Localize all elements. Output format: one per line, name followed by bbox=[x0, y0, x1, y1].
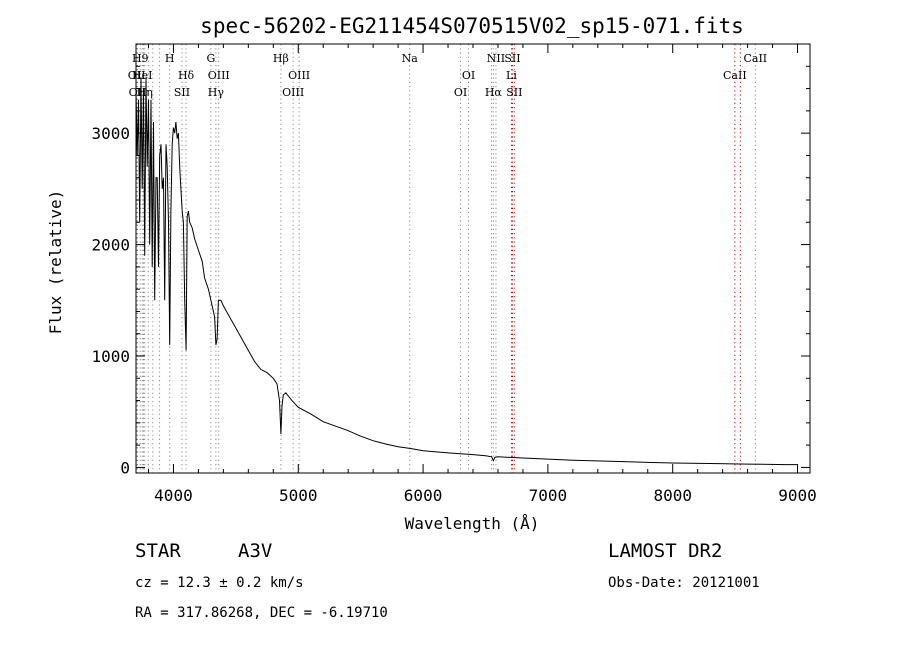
line-label-11: Hδ bbox=[178, 69, 195, 82]
observation-date: Obs-Date: 20121001 bbox=[608, 575, 760, 591]
y-tick-label-3: 3000 bbox=[91, 124, 130, 143]
line-label-20: OI bbox=[462, 69, 475, 82]
survey-name: LAMOST DR2 bbox=[608, 540, 723, 562]
line-label-16: OIII bbox=[282, 86, 304, 99]
x-tick-label-5: 9000 bbox=[778, 486, 817, 505]
plot-frame bbox=[135, 43, 811, 474]
line-label-24: Li bbox=[506, 69, 517, 82]
redshift-value: cz = 12.3 ± 0.2 km/s bbox=[135, 575, 304, 591]
line-label-4: HeI bbox=[132, 69, 152, 82]
y-axis-ticks: 0 1000 2000 3000 bbox=[91, 65, 810, 477]
line-label-15: Hβ bbox=[273, 52, 289, 65]
chart-title: spec-56202-EG211454S070515V02_sp15-071.f… bbox=[200, 14, 744, 38]
spectrum-line-0 bbox=[135, 77, 798, 466]
line-label-1: OII bbox=[129, 86, 147, 99]
line-label-9: H bbox=[165, 52, 175, 65]
line-label-17: OIII bbox=[288, 69, 310, 82]
y-tick-label-1: 1000 bbox=[91, 347, 130, 366]
line-label-22: Hα bbox=[485, 86, 503, 99]
line-label-10: SII bbox=[174, 86, 190, 99]
object-type: STAR bbox=[135, 540, 181, 562]
line-label-13: Hγ bbox=[208, 86, 225, 99]
y-tick-label-2: 2000 bbox=[91, 236, 130, 255]
spectrum-series bbox=[135, 77, 798, 466]
spectral-line-markers bbox=[136, 44, 756, 473]
line-label-12: G bbox=[206, 52, 215, 65]
spectral-subclass: A3V bbox=[238, 540, 273, 562]
x-axis-label: Wavelength (Å) bbox=[405, 514, 540, 533]
y-tick-label-0: 0 bbox=[120, 458, 130, 477]
x-tick-label-2: 6000 bbox=[404, 486, 443, 505]
spectral-line-labels: OIIOIIH9HeIHηHSIIHδGHγOIIIHβOIIIOIIINaOI… bbox=[128, 52, 767, 99]
x-tick-label-1: 5000 bbox=[279, 486, 318, 505]
coordinates: RA = 317.86268, DEC = -6.19710 bbox=[135, 605, 388, 621]
line-label-27: CaII bbox=[723, 69, 747, 82]
line-label-23: NII bbox=[487, 52, 505, 65]
line-label-14: OIII bbox=[208, 69, 230, 82]
x-tick-label-0: 4000 bbox=[154, 486, 193, 505]
line-label-18: Na bbox=[402, 52, 419, 65]
line-label-19: OI bbox=[454, 86, 467, 99]
line-label-26: SII bbox=[506, 86, 522, 99]
line-label-25: SII bbox=[504, 52, 520, 65]
y-axis-label: Flux (relative) bbox=[46, 190, 65, 335]
x-tick-label-3: 7000 bbox=[529, 486, 568, 505]
x-axis-ticks: 4000 5000 6000 7000 8000 9000 bbox=[147, 44, 817, 505]
line-label-2: H9 bbox=[132, 52, 149, 65]
line-label-5: Hη bbox=[137, 86, 153, 99]
line-label-29: CaII bbox=[743, 52, 767, 65]
x-tick-label-4: 8000 bbox=[653, 486, 692, 505]
